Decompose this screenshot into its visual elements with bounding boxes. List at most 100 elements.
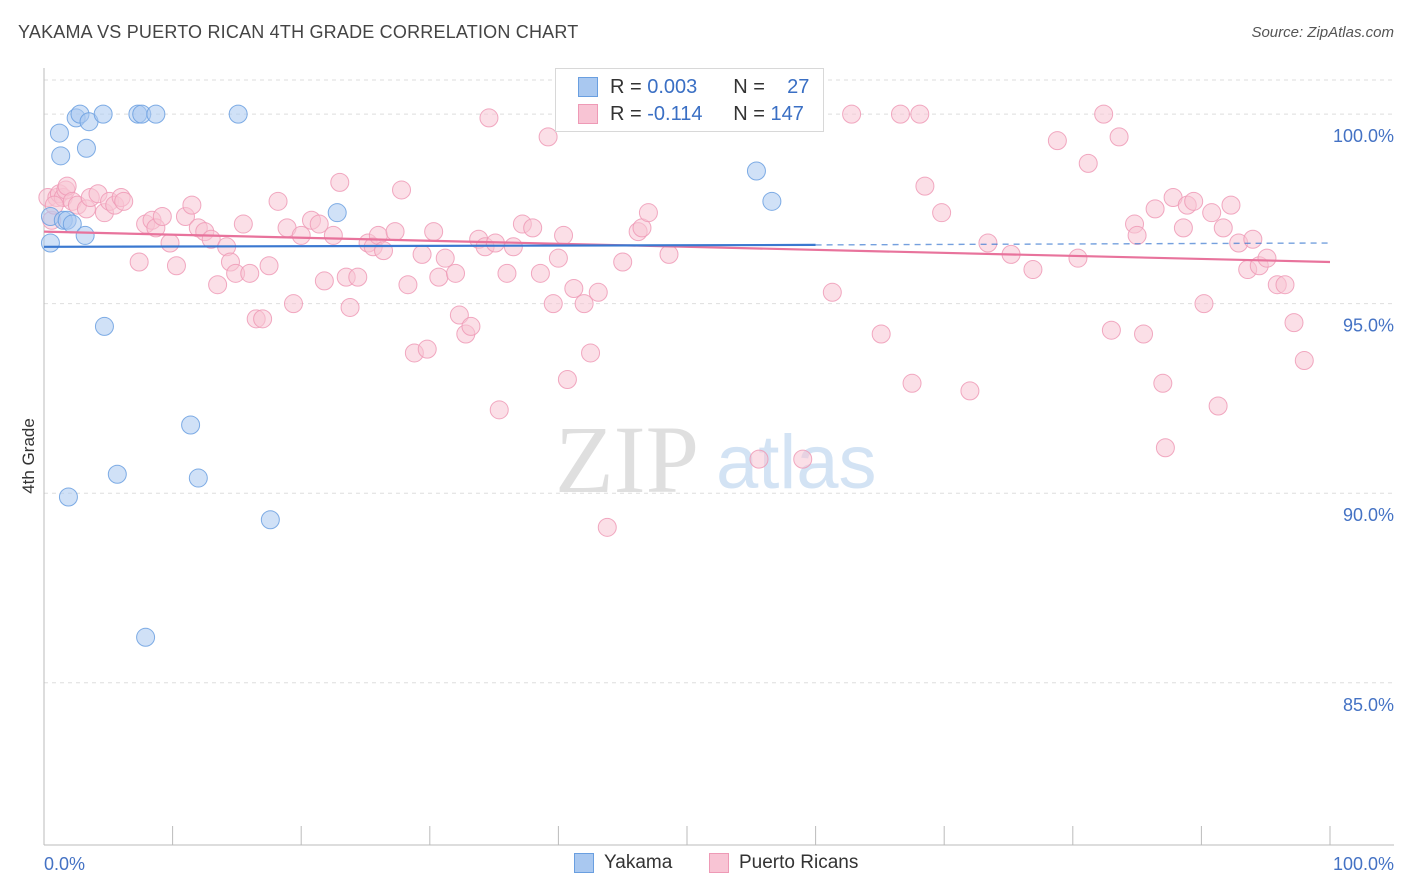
yakama-point (260, 510, 280, 530)
yakama-points (40, 104, 782, 647)
yakama-point (40, 233, 60, 253)
yakama-point (58, 487, 78, 507)
puerto-ricans-point (497, 263, 517, 283)
puerto-ricans-point (152, 206, 172, 226)
puerto-ricans-point (978, 233, 998, 253)
yakama-point (75, 225, 95, 245)
yakama-trend-extension (815, 242, 1331, 246)
puerto-ricans-point (268, 191, 288, 211)
puerto-ricans-point (1221, 195, 1241, 215)
legend-row-puerto-ricans: R = -0.114 N = 147 (578, 101, 804, 127)
yakama-point (94, 316, 114, 336)
x-tick-label-min: 0.0% (44, 854, 85, 874)
puerto-ricans-point (1047, 131, 1067, 151)
n-label: N = (733, 75, 765, 98)
puerto-ricans-point (398, 275, 418, 295)
puerto-ricans-point (1194, 294, 1214, 314)
puerto-ricans-point (1243, 229, 1263, 249)
puerto-ricans-point (548, 248, 568, 268)
puerto-ricans-point (915, 176, 935, 196)
puerto-ricans-point (1101, 320, 1121, 340)
puerto-ricans-point (1284, 313, 1304, 333)
x-tick-label-max: 100.0% (1333, 854, 1394, 874)
puerto-ricans-swatch (578, 104, 598, 124)
y-tick-label: 85.0% (1343, 695, 1394, 715)
yakama-point (746, 161, 766, 181)
yakama-point (51, 146, 71, 166)
puerto-ricans-point (597, 517, 617, 537)
puerto-ricans-point (503, 237, 523, 257)
yakama-point (146, 104, 166, 124)
puerto-ricans-point (1023, 260, 1043, 280)
puerto-ricans-point (1134, 324, 1154, 344)
yakama-point (49, 123, 69, 143)
puerto-ricans-point (446, 263, 466, 283)
puerto-ricans-point (449, 305, 469, 325)
legend-item-yakama: Yakama (574, 852, 672, 874)
r-label: R = (610, 75, 642, 98)
puerto-ricans-point (1078, 153, 1098, 173)
puerto-ricans-point (182, 195, 202, 215)
puerto-ricans-point (932, 203, 952, 223)
correlation-legend: R = 0.003 N = 27 R = -0.114 N = 147 (555, 68, 824, 132)
puerto-ricans-point (348, 267, 368, 287)
tick-labels: 100.0% 95.0% 90.0% 85.0% 0.0% 100.0% 4th Grade (19, 126, 1394, 874)
puerto-ricans-point (1213, 218, 1233, 238)
watermark: ZIP atlas (555, 406, 877, 513)
puerto-ricans-point (412, 244, 432, 264)
puerto-ricans-point (1153, 373, 1173, 393)
puerto-ricans-point (1257, 248, 1277, 268)
puerto-ricans-point (1068, 248, 1088, 268)
puerto-ricans-point (461, 316, 481, 336)
trend-lines (43, 230, 1331, 264)
yakama-trend-line (43, 243, 816, 248)
puerto-ricans-point (1173, 218, 1193, 238)
yakama-point (327, 203, 347, 223)
y-tick-label: 95.0% (1343, 316, 1394, 336)
puerto-ricans-point (385, 222, 405, 242)
puerto-ricans-point (479, 108, 499, 128)
puerto-ricans-point (554, 225, 574, 245)
puerto-ricans-point (1094, 104, 1114, 124)
puerto-ricans-point (374, 241, 394, 261)
puerto-ricans-point (523, 218, 543, 238)
puerto-ricans-point (638, 203, 658, 223)
puerto-ricans-point (1275, 275, 1295, 295)
puerto-ricans-point (581, 343, 601, 363)
puerto-ricans-point (259, 256, 279, 276)
n-value-yakama: 27 (787, 75, 810, 98)
puerto-ricans-point (240, 263, 260, 283)
puerto-ricans-point (330, 172, 350, 192)
yakama-point (76, 138, 96, 158)
puerto-ricans-point (902, 373, 922, 393)
yakama-point (188, 468, 208, 488)
puerto-ricans-point (1294, 351, 1314, 371)
puerto-ricans-point (314, 271, 334, 291)
puerto-ricans-point (530, 263, 550, 283)
puerto-ricans-point (1184, 191, 1204, 211)
r-value-puerto-ricans: -0.114 (647, 102, 703, 125)
puerto-ricans-point (538, 127, 558, 147)
puerto-ricans-legend-label: Puerto Ricans (739, 852, 859, 873)
puerto-ricans-point (910, 104, 930, 124)
puerto-ricans-point (160, 233, 180, 253)
puerto-ricans-point (129, 252, 149, 272)
puerto-ricans-point (1109, 127, 1129, 147)
puerto-ricans-point (114, 191, 134, 211)
y-tick-label: 90.0% (1343, 505, 1394, 525)
puerto-ricans-point (208, 275, 228, 295)
puerto-ricans-point (166, 256, 186, 276)
puerto-ricans-point (793, 449, 813, 469)
yakama-point (228, 104, 248, 124)
puerto-ricans-point (588, 282, 608, 302)
puerto-ricans-point (1155, 438, 1175, 458)
puerto-ricans-point (1127, 225, 1147, 245)
puerto-ricans-point (842, 104, 862, 124)
puerto-ricans-point (574, 294, 594, 314)
puerto-ricans-point (283, 294, 303, 314)
puerto-ricans-point (557, 369, 577, 389)
puerto-ricans-point (435, 248, 455, 268)
puerto-ricans-point (392, 180, 412, 200)
puerto-ricans-point (323, 225, 343, 245)
